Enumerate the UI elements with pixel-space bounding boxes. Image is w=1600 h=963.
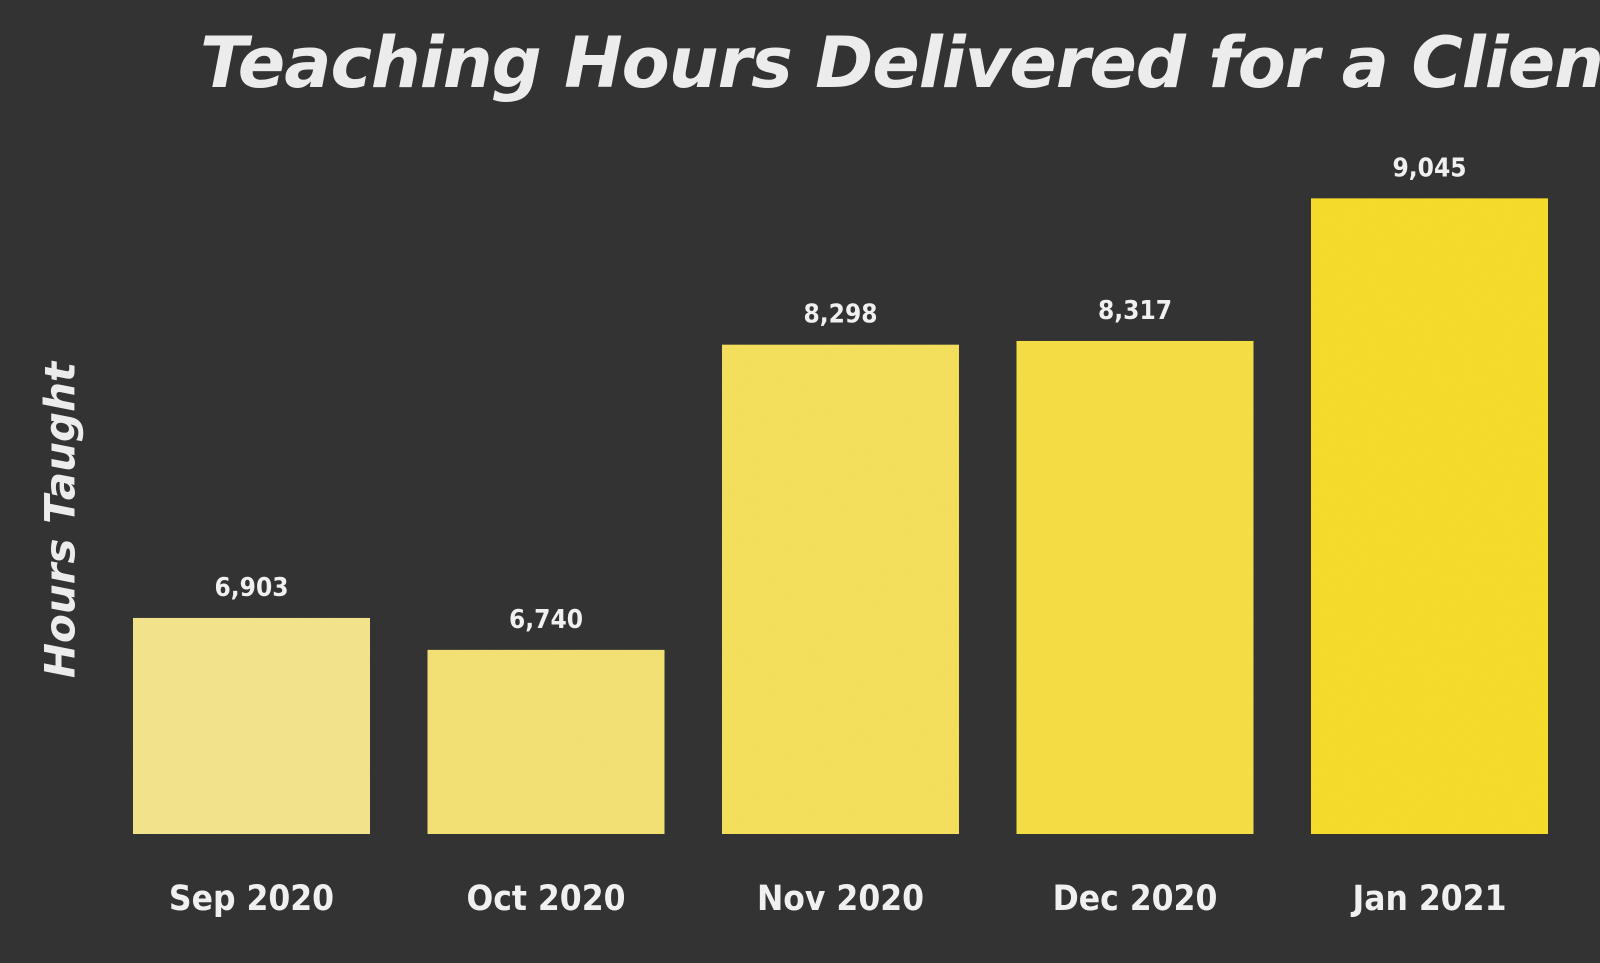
bar-jan-2021	[1311, 198, 1548, 835]
bar-value-label: 6,903	[215, 573, 289, 603]
value-labels-layer: 6,903 6,740 8,298 8,317 9,045	[215, 153, 1467, 635]
x-tick-label: Oct 2020	[466, 879, 625, 919]
bar-nov-2020	[722, 344, 959, 834]
bar-value-label: 6,740	[509, 605, 583, 635]
x-tick-label: Jan 2021	[1351, 879, 1507, 919]
x-tick-label: Dec 2020	[1053, 879, 1218, 919]
x-tick-label: Sep 2020	[169, 879, 334, 919]
bar-value-label: 8,298	[804, 300, 878, 330]
x-tick-label: Nov 2020	[757, 879, 924, 919]
category-labels-layer: Sep 2020 Oct 2020 Nov 2020 Dec 2020 Jan 2021	[169, 879, 1507, 919]
chart-title: Teaching Hours Delivered for a Client	[200, 22, 1600, 104]
bar-sep-2020	[133, 617, 370, 834]
bar-oct-2020	[427, 649, 665, 834]
bar-value-label: 8,317	[1098, 296, 1172, 326]
bars-layer	[133, 198, 1548, 835]
bar-value-label: 9,045	[1393, 153, 1467, 183]
bar-dec-2020	[1016, 340, 1254, 834]
